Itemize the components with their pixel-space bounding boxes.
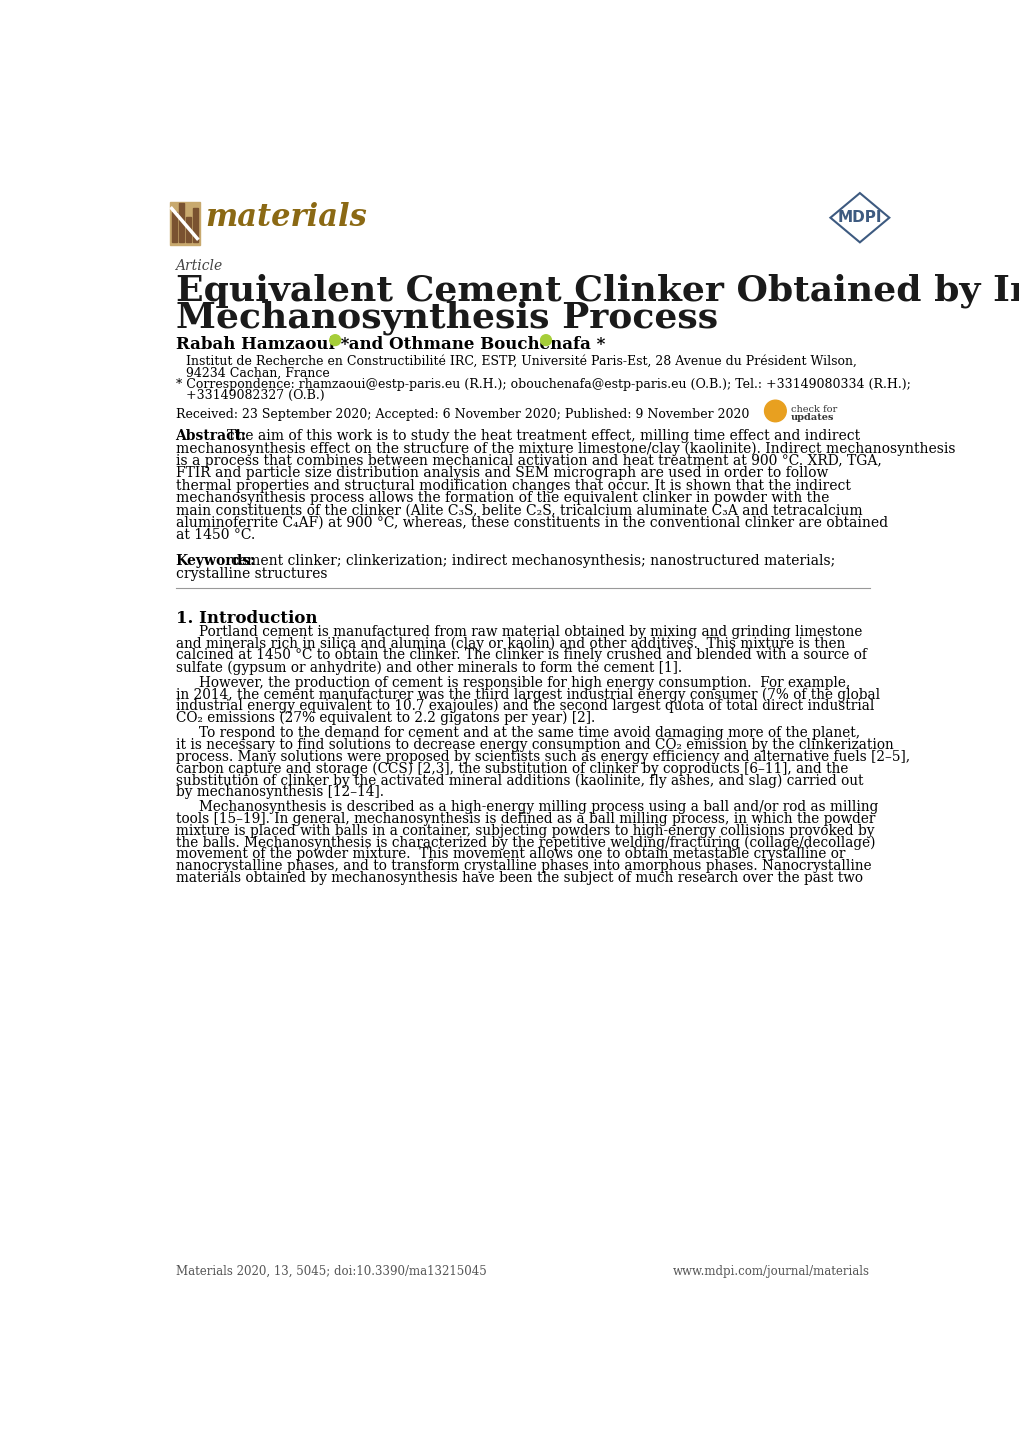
Bar xyxy=(194,208,198,242)
Text: 1. Introduction: 1. Introduction xyxy=(175,610,317,627)
Text: cement clinker; clinkerization; indirect mechanosynthesis; nanostructured materi: cement clinker; clinkerization; indirect… xyxy=(231,554,835,568)
Text: Portland cement is manufactured from raw material obtained by mixing and grindin: Portland cement is manufactured from raw… xyxy=(199,624,861,639)
Text: check for: check for xyxy=(790,405,837,414)
Text: at 1450 °C.: at 1450 °C. xyxy=(175,528,255,542)
Circle shape xyxy=(329,335,340,346)
Text: nanocrystalline phases, and to transform crystalline phases into amorphous phase: nanocrystalline phases, and to transform… xyxy=(175,859,870,872)
Text: aluminoferrite C₄AF) at 900 °C, whereas, these constituents in the conventional : aluminoferrite C₄AF) at 900 °C, whereas,… xyxy=(175,516,887,529)
Text: industrial energy equivalent to 10.7 exajoules) and the second largest quota of : industrial energy equivalent to 10.7 exa… xyxy=(175,699,873,714)
Text: thermal properties and structural modification changes that occur. It is shown t: thermal properties and structural modifi… xyxy=(175,479,850,493)
Text: calcined at 1450 °C to obtain the clinker. The clinker is finely crushed and ble: calcined at 1450 °C to obtain the clinke… xyxy=(175,649,865,662)
Text: Abstract:: Abstract: xyxy=(175,430,247,444)
Text: in 2014, the cement manufacturer was the third largest industrial energy consume: in 2014, the cement manufacturer was the… xyxy=(175,688,878,702)
Text: materials obtained by mechanosynthesis have been the subject of much research ov: materials obtained by mechanosynthesis h… xyxy=(175,871,862,884)
Bar xyxy=(179,203,183,242)
Text: it is necessary to find solutions to decrease energy consumption and CO₂ emissio: it is necessary to find solutions to dec… xyxy=(175,738,893,753)
Text: by mechanosynthesis [12–14].: by mechanosynthesis [12–14]. xyxy=(175,784,383,799)
Text: mechanosynthesis process allows the formation of the equivalent clinker in powde: mechanosynthesis process allows the form… xyxy=(175,492,828,505)
Circle shape xyxy=(764,401,786,421)
Text: process. Many solutions were proposed by scientists such as energy efficiency an: process. Many solutions were proposed by… xyxy=(175,750,909,764)
Bar xyxy=(172,212,177,242)
Text: Mechanosynthesis is described as a high-energy milling process using a ball and/: Mechanosynthesis is described as a high-… xyxy=(199,800,877,815)
Circle shape xyxy=(540,335,551,346)
Text: tools [15–19]. In general, mechanosynthesis is defined as a ball milling process: tools [15–19]. In general, mechanosynthe… xyxy=(175,812,874,826)
Text: mixture is placed with balls in a container, subjecting powders to high-energy c: mixture is placed with balls in a contai… xyxy=(175,823,873,838)
Text: is a process that combines between mechanical activation and heat treatment at 9: is a process that combines between mecha… xyxy=(175,454,880,469)
Text: crystalline structures: crystalline structures xyxy=(175,567,327,581)
Text: CO₂ emissions (27% equivalent to 2.2 gigatons per year) [2].: CO₂ emissions (27% equivalent to 2.2 gig… xyxy=(175,711,594,725)
Text: 94234 Cachan, France: 94234 Cachan, France xyxy=(185,366,329,379)
Text: * Correspondence: rhamzaoui@estp-paris.eu (R.H.); obouchenafa@estp-paris.eu (O.B: * Correspondence: rhamzaoui@estp-paris.e… xyxy=(175,378,910,391)
Text: Article: Article xyxy=(175,260,222,274)
Text: Rabah Hamzaoui *: Rabah Hamzaoui * xyxy=(175,336,348,353)
Text: Institut de Recherche en Constructibilité IRC, ESTP, Université Paris-Est, 28 Av: Institut de Recherche en Constructibilit… xyxy=(185,355,856,368)
Text: To respond to the demand for cement and at the same time avoid damaging more of : To respond to the demand for cement and … xyxy=(199,727,859,740)
Text: The aim of this work is to study the heat treatment effect, milling time effect : The aim of this work is to study the hea… xyxy=(226,430,859,444)
Bar xyxy=(186,216,191,242)
Text: main constituents of the clinker (Alite C₃S, belite C₂S, tricalcium aluminate C₃: main constituents of the clinker (Alite … xyxy=(175,503,861,518)
Text: ✔: ✔ xyxy=(768,404,781,418)
Text: updates: updates xyxy=(790,412,834,421)
Text: +33149082327 (O.B.): +33149082327 (O.B.) xyxy=(185,389,324,402)
Text: iD: iD xyxy=(331,337,338,343)
Text: Received: 23 September 2020; Accepted: 6 November 2020; Published: 9 November 20: Received: 23 September 2020; Accepted: 6… xyxy=(175,408,748,421)
Text: carbon capture and storage (CCS) [2,3], the substitution of clinker by coproduct: carbon capture and storage (CCS) [2,3], … xyxy=(175,761,847,776)
Text: materials: materials xyxy=(206,202,367,234)
Text: the balls. Mechanosynthesis is characterized by the repetitive welding/fracturin: the balls. Mechanosynthesis is character… xyxy=(175,835,874,849)
Text: movement of the powder mixture.  This movement allows one to obtain metastable c: movement of the powder mixture. This mov… xyxy=(175,848,844,861)
Text: iD: iD xyxy=(542,337,549,343)
Text: MDPI: MDPI xyxy=(837,211,881,225)
Text: However, the production of cement is responsible for high energy consumption.  F: However, the production of cement is res… xyxy=(199,676,849,689)
Text: www.mdpi.com/journal/materials: www.mdpi.com/journal/materials xyxy=(673,1265,869,1278)
Text: substitution of clinker by the activated mineral additions (kaolinite, fly ashes: substitution of clinker by the activated… xyxy=(175,773,862,787)
Text: Equivalent Cement Clinker Obtained by Indirect: Equivalent Cement Clinker Obtained by In… xyxy=(175,273,1019,307)
Text: Keywords:: Keywords: xyxy=(175,554,256,568)
Text: and minerals rich in silica and alumina (clay or kaolin) and other additives.  T: and minerals rich in silica and alumina … xyxy=(175,637,844,652)
Text: mechanosynthesis effect on the structure of the mixture limestone/clay (kaolinit: mechanosynthesis effect on the structure… xyxy=(175,441,954,456)
Text: Mechanosynthesis Process: Mechanosynthesis Process xyxy=(175,301,717,336)
Bar xyxy=(170,202,200,245)
Text: and Othmane Bouchenafa *: and Othmane Bouchenafa * xyxy=(342,336,604,353)
Text: sulfate (gypsum or anhydrite) and other minerals to form the cement [1].: sulfate (gypsum or anhydrite) and other … xyxy=(175,660,681,675)
Text: FTIR and particle size distribution analysis and SEM micrograph are used in orde: FTIR and particle size distribution anal… xyxy=(175,466,827,480)
Text: Materials 2020, 13, 5045; doi:10.3390/ma13215045: Materials 2020, 13, 5045; doi:10.3390/ma… xyxy=(175,1265,486,1278)
